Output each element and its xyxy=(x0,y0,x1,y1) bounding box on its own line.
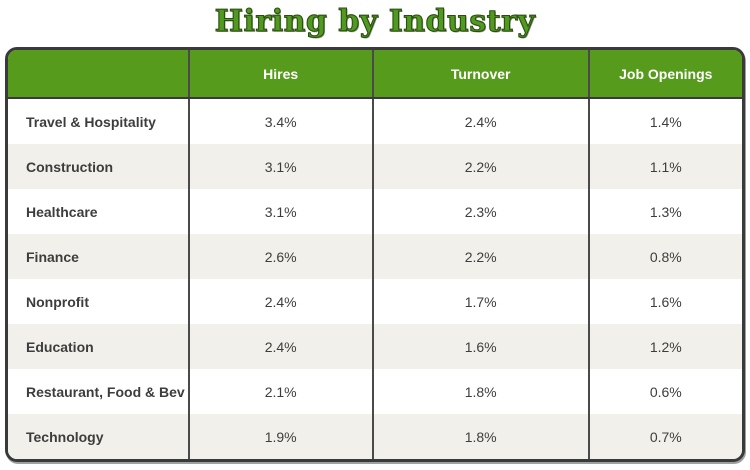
job-openings-cell: 0.8% xyxy=(587,234,742,279)
job-openings-cell: 0.6% xyxy=(587,369,742,414)
hires-cell: 2.4% xyxy=(187,279,373,324)
industry-cell: Healthcare xyxy=(26,203,98,220)
industry-cell: Technology xyxy=(26,428,104,445)
industry-cell: Restaurant, Food & Bev xyxy=(26,383,185,400)
industry-cell: Education xyxy=(26,338,94,355)
hires-cell: 3.1% xyxy=(187,144,373,189)
industry-cell: Nonprofit xyxy=(26,293,89,310)
hires-cell: 3.1% xyxy=(187,189,373,234)
turnover-cell: 1.8% xyxy=(371,414,589,459)
turnover-cell: 2.2% xyxy=(371,234,589,279)
hires-cell: 3.4% xyxy=(187,98,373,144)
header-job-openings: Job Openings xyxy=(587,50,742,99)
header-hires: Hires xyxy=(187,50,373,99)
table-row: Restaurant, Food & Bev 2.1% 1.8% 0.6% xyxy=(8,369,742,414)
job-openings-cell: 1.6% xyxy=(587,279,742,324)
table-row: Nonprofit 2.4% 1.7% 1.6% xyxy=(8,279,742,324)
hires-cell: 1.9% xyxy=(187,414,373,459)
table-row: Healthcare 3.1% 2.3% 1.3% xyxy=(8,189,742,234)
turnover-cell: 2.2% xyxy=(371,144,589,189)
turnover-cell: 2.4% xyxy=(371,98,589,144)
page-title: Hiring by Industry xyxy=(214,3,536,39)
header-industry xyxy=(8,50,189,99)
table-row: Finance 2.6% 2.2% 0.8% xyxy=(8,234,742,279)
job-openings-cell: 0.7% xyxy=(587,414,742,459)
hires-cell: 2.4% xyxy=(187,324,373,369)
table-row: Travel & Hospitality 3.4% 2.4% 1.4% xyxy=(8,98,742,144)
table-row: Construction 3.1% 2.2% 1.1% xyxy=(8,144,742,189)
turnover-cell: 1.7% xyxy=(371,279,589,324)
turnover-cell: 1.6% xyxy=(371,324,589,369)
hiring-table: Hires Turnover Job Openings Travel & Hos… xyxy=(8,50,742,459)
turnover-cell: 2.3% xyxy=(371,189,589,234)
hiring-table-container: Hires Turnover Job Openings Travel & Hos… xyxy=(5,47,745,462)
hires-cell: 2.1% xyxy=(187,369,373,414)
job-openings-cell: 1.4% xyxy=(587,98,742,144)
job-openings-cell: 1.1% xyxy=(587,144,742,189)
table-row: Technology 1.9% 1.8% 0.7% xyxy=(8,414,742,459)
industry-cell: Finance xyxy=(26,248,79,265)
job-openings-cell: 1.2% xyxy=(587,324,742,369)
industry-cell: Construction xyxy=(26,158,114,175)
header-turnover: Turnover xyxy=(371,50,589,99)
job-openings-cell: 1.3% xyxy=(587,189,742,234)
header-row: Hires Turnover Job Openings xyxy=(8,50,742,99)
turnover-cell: 1.8% xyxy=(371,369,589,414)
table-row: Education 2.4% 1.6% 1.2% xyxy=(8,324,742,369)
industry-cell: Travel & Hospitality xyxy=(26,113,156,130)
hires-cell: 2.6% xyxy=(187,234,373,279)
